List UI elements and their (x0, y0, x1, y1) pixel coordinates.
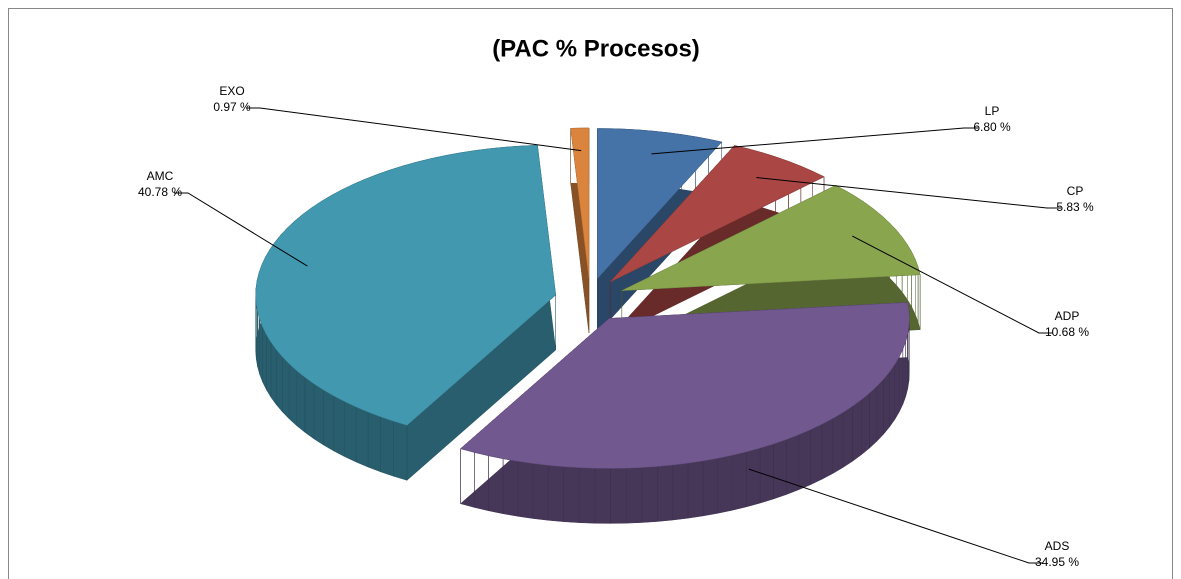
slice (570, 127, 590, 279)
slice (609, 145, 825, 283)
data-label-name: AMC (147, 169, 174, 183)
data-label: 6.80 % (973, 120, 1011, 134)
leader-line (174, 192, 308, 267)
data-label-name: ADS (1045, 539, 1070, 553)
slice (460, 302, 910, 469)
data-label: 40.78 % (138, 185, 182, 199)
data-label-name: CP (1067, 184, 1084, 198)
pie (255, 127, 921, 524)
data-label-name: LP (985, 104, 1000, 118)
leader-line (748, 468, 1043, 564)
slice (621, 185, 921, 291)
leader-line (852, 235, 1053, 334)
data-label: 5.83 % (1056, 200, 1094, 214)
data-label-name: ADP (1055, 309, 1080, 323)
data-label: 0.97 % (213, 100, 251, 114)
leader-line (756, 176, 1061, 209)
data-label: 10.68 % (1045, 325, 1089, 339)
leader-line (651, 127, 978, 155)
chart-title: (PAC % Procesos) (492, 35, 700, 62)
data-label: 34.95 % (1035, 555, 1079, 569)
leader-line (246, 107, 582, 152)
slice (255, 145, 556, 426)
slice (597, 128, 723, 280)
data-label-name: EXO (219, 84, 244, 98)
